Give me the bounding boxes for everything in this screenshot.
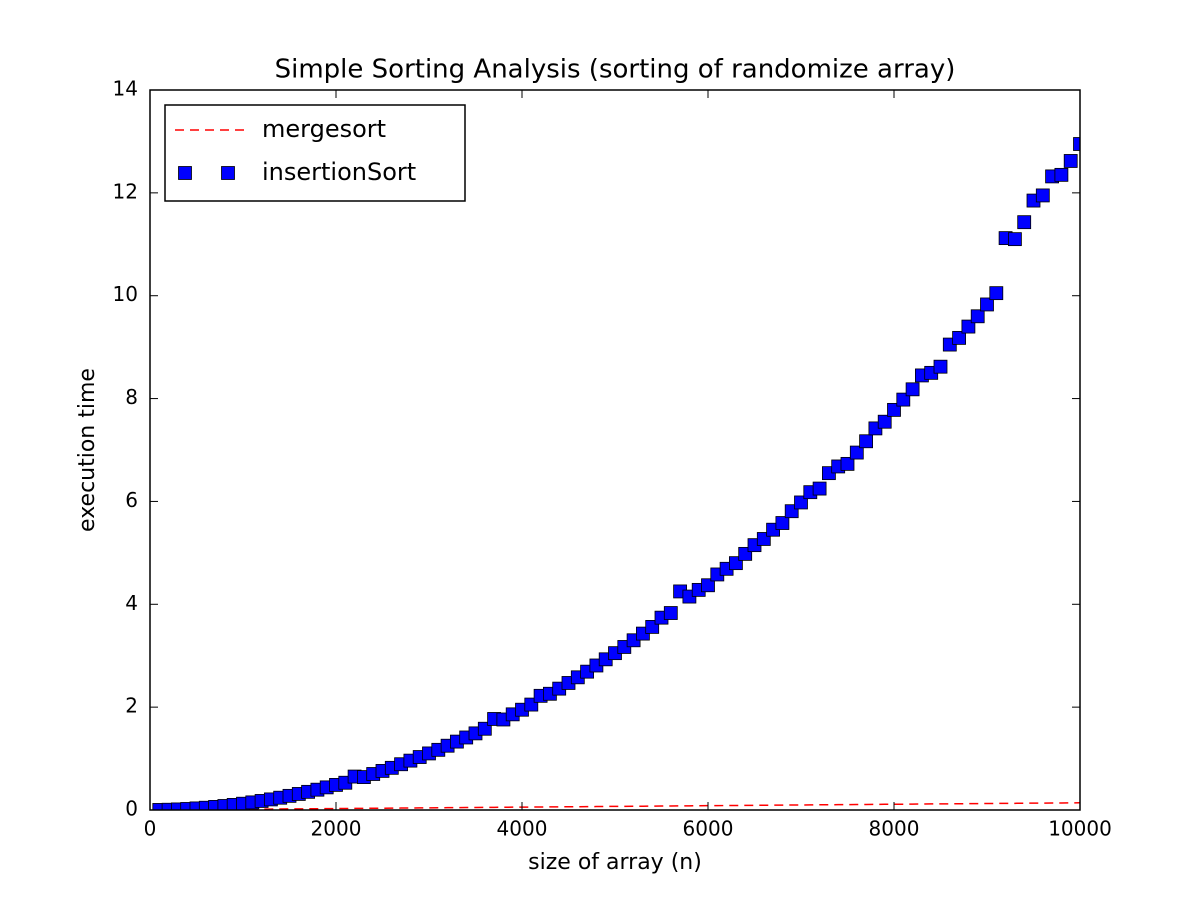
marker xyxy=(905,382,920,397)
legend-marker xyxy=(178,166,192,180)
series-line xyxy=(159,802,1080,810)
marker xyxy=(989,286,1004,301)
marker xyxy=(1017,215,1032,230)
x-tick-label: 8000 xyxy=(869,817,920,841)
axes: 0 2000 4000 6000 8000 10000 0 2 4 6 8 10 12 14 xyxy=(113,77,1112,841)
marker xyxy=(701,578,715,593)
legend-marker xyxy=(221,166,235,180)
y-tick-label: 2 xyxy=(125,694,138,718)
y-tick-label: 10 xyxy=(113,282,138,306)
y-tick-label: 8 xyxy=(125,385,138,409)
marker xyxy=(896,392,911,407)
y-axis-label: execution time xyxy=(75,368,100,532)
plot-area xyxy=(152,137,1080,810)
marker xyxy=(933,359,948,374)
x-axis-label: size of array (n) xyxy=(528,850,702,875)
marker xyxy=(1073,137,1080,151)
marker xyxy=(1035,188,1050,203)
marker xyxy=(859,434,873,449)
marker xyxy=(1063,154,1078,168)
legend-box xyxy=(164,104,466,202)
marker xyxy=(961,319,976,334)
y-tick-label: 4 xyxy=(125,591,138,615)
marker xyxy=(663,606,678,620)
marker xyxy=(849,445,864,460)
marker xyxy=(952,330,966,345)
x-tick-label: 2000 xyxy=(311,817,362,841)
chart-title: Simple Sorting Analysis (sorting of rand… xyxy=(275,55,956,85)
marker xyxy=(1008,232,1022,247)
legend-label: insertionSort xyxy=(262,158,416,186)
y-tick-label: 6 xyxy=(125,488,138,512)
marker xyxy=(840,456,855,471)
marker xyxy=(980,297,994,312)
plot-frame xyxy=(149,89,1081,811)
marker xyxy=(812,481,827,496)
legend-label: mergesort xyxy=(262,115,386,143)
marker xyxy=(887,402,901,417)
x-tick-label: 6000 xyxy=(683,817,734,841)
x-tick-label: 4000 xyxy=(497,817,548,841)
y-tick-label: 0 xyxy=(125,797,138,821)
y-tick-label: 14 xyxy=(113,77,138,101)
x-tick-label: 0 xyxy=(144,817,157,841)
marker xyxy=(877,414,892,429)
y-tick-label: 12 xyxy=(113,179,138,203)
marker xyxy=(970,309,985,324)
x-tick-label: 10000 xyxy=(1048,817,1112,841)
marker xyxy=(794,495,808,510)
marker xyxy=(775,516,790,530)
marker xyxy=(1054,167,1069,182)
